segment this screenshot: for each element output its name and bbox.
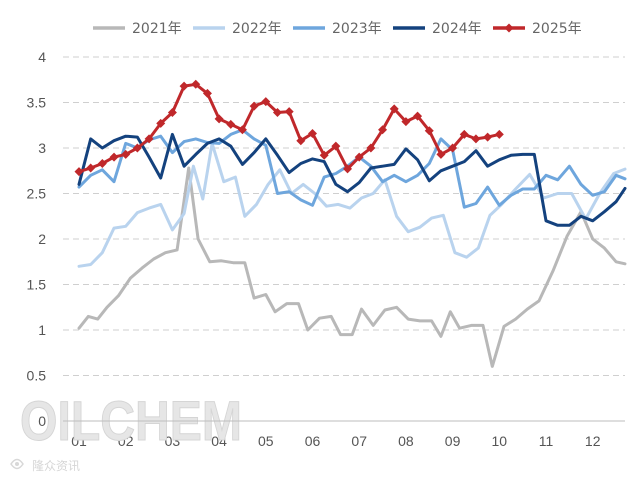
series-lines bbox=[74, 79, 627, 368]
y-tick-label: 2.5 bbox=[27, 186, 47, 202]
y-tick-label: 1.5 bbox=[27, 277, 47, 293]
y-tick-label: 3 bbox=[38, 140, 46, 156]
data-point-marker bbox=[471, 134, 481, 144]
series-line-2024 bbox=[77, 132, 627, 227]
data-point-marker bbox=[448, 143, 458, 153]
data-point-marker bbox=[354, 152, 364, 162]
data-point-marker bbox=[167, 108, 177, 118]
x-tick-label: 08 bbox=[398, 433, 414, 449]
data-point-marker bbox=[424, 126, 434, 136]
x-tick-label: 04 bbox=[211, 433, 227, 449]
series-line-2022 bbox=[77, 141, 627, 268]
legend-label: 2025年 bbox=[532, 21, 582, 37]
x-tick-label: 02 bbox=[118, 433, 134, 449]
x-tick-label: 01 bbox=[71, 433, 87, 449]
legend-label: 2021年 bbox=[132, 21, 182, 37]
data-point-marker bbox=[121, 149, 131, 159]
y-tick-label: 2 bbox=[38, 231, 46, 247]
watermark-logo-icon bbox=[10, 458, 24, 470]
data-point-marker bbox=[97, 158, 107, 168]
data-point-marker bbox=[378, 125, 388, 135]
data-point-marker bbox=[144, 134, 154, 144]
data-point-marker bbox=[389, 104, 399, 114]
data-point-marker bbox=[296, 136, 306, 146]
data-point-marker bbox=[459, 129, 469, 139]
y-tick-label: 4 bbox=[38, 49, 46, 65]
data-point-marker bbox=[343, 164, 353, 174]
data-point-marker bbox=[191, 79, 201, 89]
data-point-marker bbox=[202, 88, 212, 98]
x-tick-label: 11 bbox=[539, 433, 554, 449]
data-point-marker bbox=[214, 114, 224, 124]
watermark-subtitle: 隆众资讯 bbox=[32, 458, 80, 473]
data-point-marker bbox=[483, 132, 493, 142]
y-tick-label: 0.5 bbox=[27, 368, 47, 384]
data-point-marker bbox=[319, 150, 329, 160]
x-axis-ticks: 01 02 03 04 05 06 07 08 09 10 11 12 bbox=[71, 433, 600, 449]
x-tick-label: 12 bbox=[585, 433, 601, 449]
legend: 2021年 2022年 2023年 2024年 2025年 bbox=[93, 21, 582, 37]
data-point-marker bbox=[366, 143, 376, 153]
data-point-marker bbox=[401, 117, 411, 127]
x-tick-label: 03 bbox=[165, 433, 181, 449]
data-point-marker bbox=[109, 152, 119, 162]
data-point-marker bbox=[74, 167, 84, 177]
data-point-marker bbox=[226, 119, 236, 129]
y-tick-label: 3.5 bbox=[27, 95, 47, 111]
data-point-marker bbox=[132, 143, 142, 153]
data-point-marker bbox=[86, 163, 96, 173]
watermark: OILCHEM 隆众资讯 bbox=[10, 389, 243, 473]
x-tick-label: 06 bbox=[305, 433, 321, 449]
legend-marker bbox=[504, 23, 514, 33]
data-point-marker bbox=[249, 101, 259, 111]
data-point-marker bbox=[237, 125, 247, 135]
gridlines bbox=[63, 56, 625, 376]
series-line-2025 bbox=[77, 82, 501, 174]
legend-label: 2023年 bbox=[332, 21, 382, 37]
data-point-marker bbox=[494, 129, 504, 139]
y-tick-label: 1 bbox=[38, 322, 46, 338]
legend-label: 2024年 bbox=[432, 21, 482, 37]
data-point-marker bbox=[156, 118, 166, 128]
x-tick-label: 07 bbox=[351, 433, 367, 449]
data-point-marker bbox=[331, 141, 341, 151]
data-point-marker bbox=[413, 111, 423, 121]
data-point-marker bbox=[436, 149, 446, 159]
data-point-marker bbox=[308, 128, 317, 138]
series-line-2021 bbox=[77, 166, 627, 368]
data-point-marker bbox=[179, 81, 189, 91]
legend-label: 2022年 bbox=[232, 21, 282, 37]
data-point-marker bbox=[261, 97, 271, 107]
x-tick-label: 09 bbox=[445, 433, 461, 449]
y-axis-ticks: 0 0.5 1 1.5 2 2.5 3 3.5 4 bbox=[27, 49, 47, 429]
x-tick-label: 05 bbox=[258, 433, 274, 449]
y-tick-label: 0 bbox=[38, 413, 46, 429]
x-tick-label: 10 bbox=[492, 433, 508, 449]
data-point-marker bbox=[284, 107, 294, 117]
data-point-marker bbox=[272, 108, 282, 118]
